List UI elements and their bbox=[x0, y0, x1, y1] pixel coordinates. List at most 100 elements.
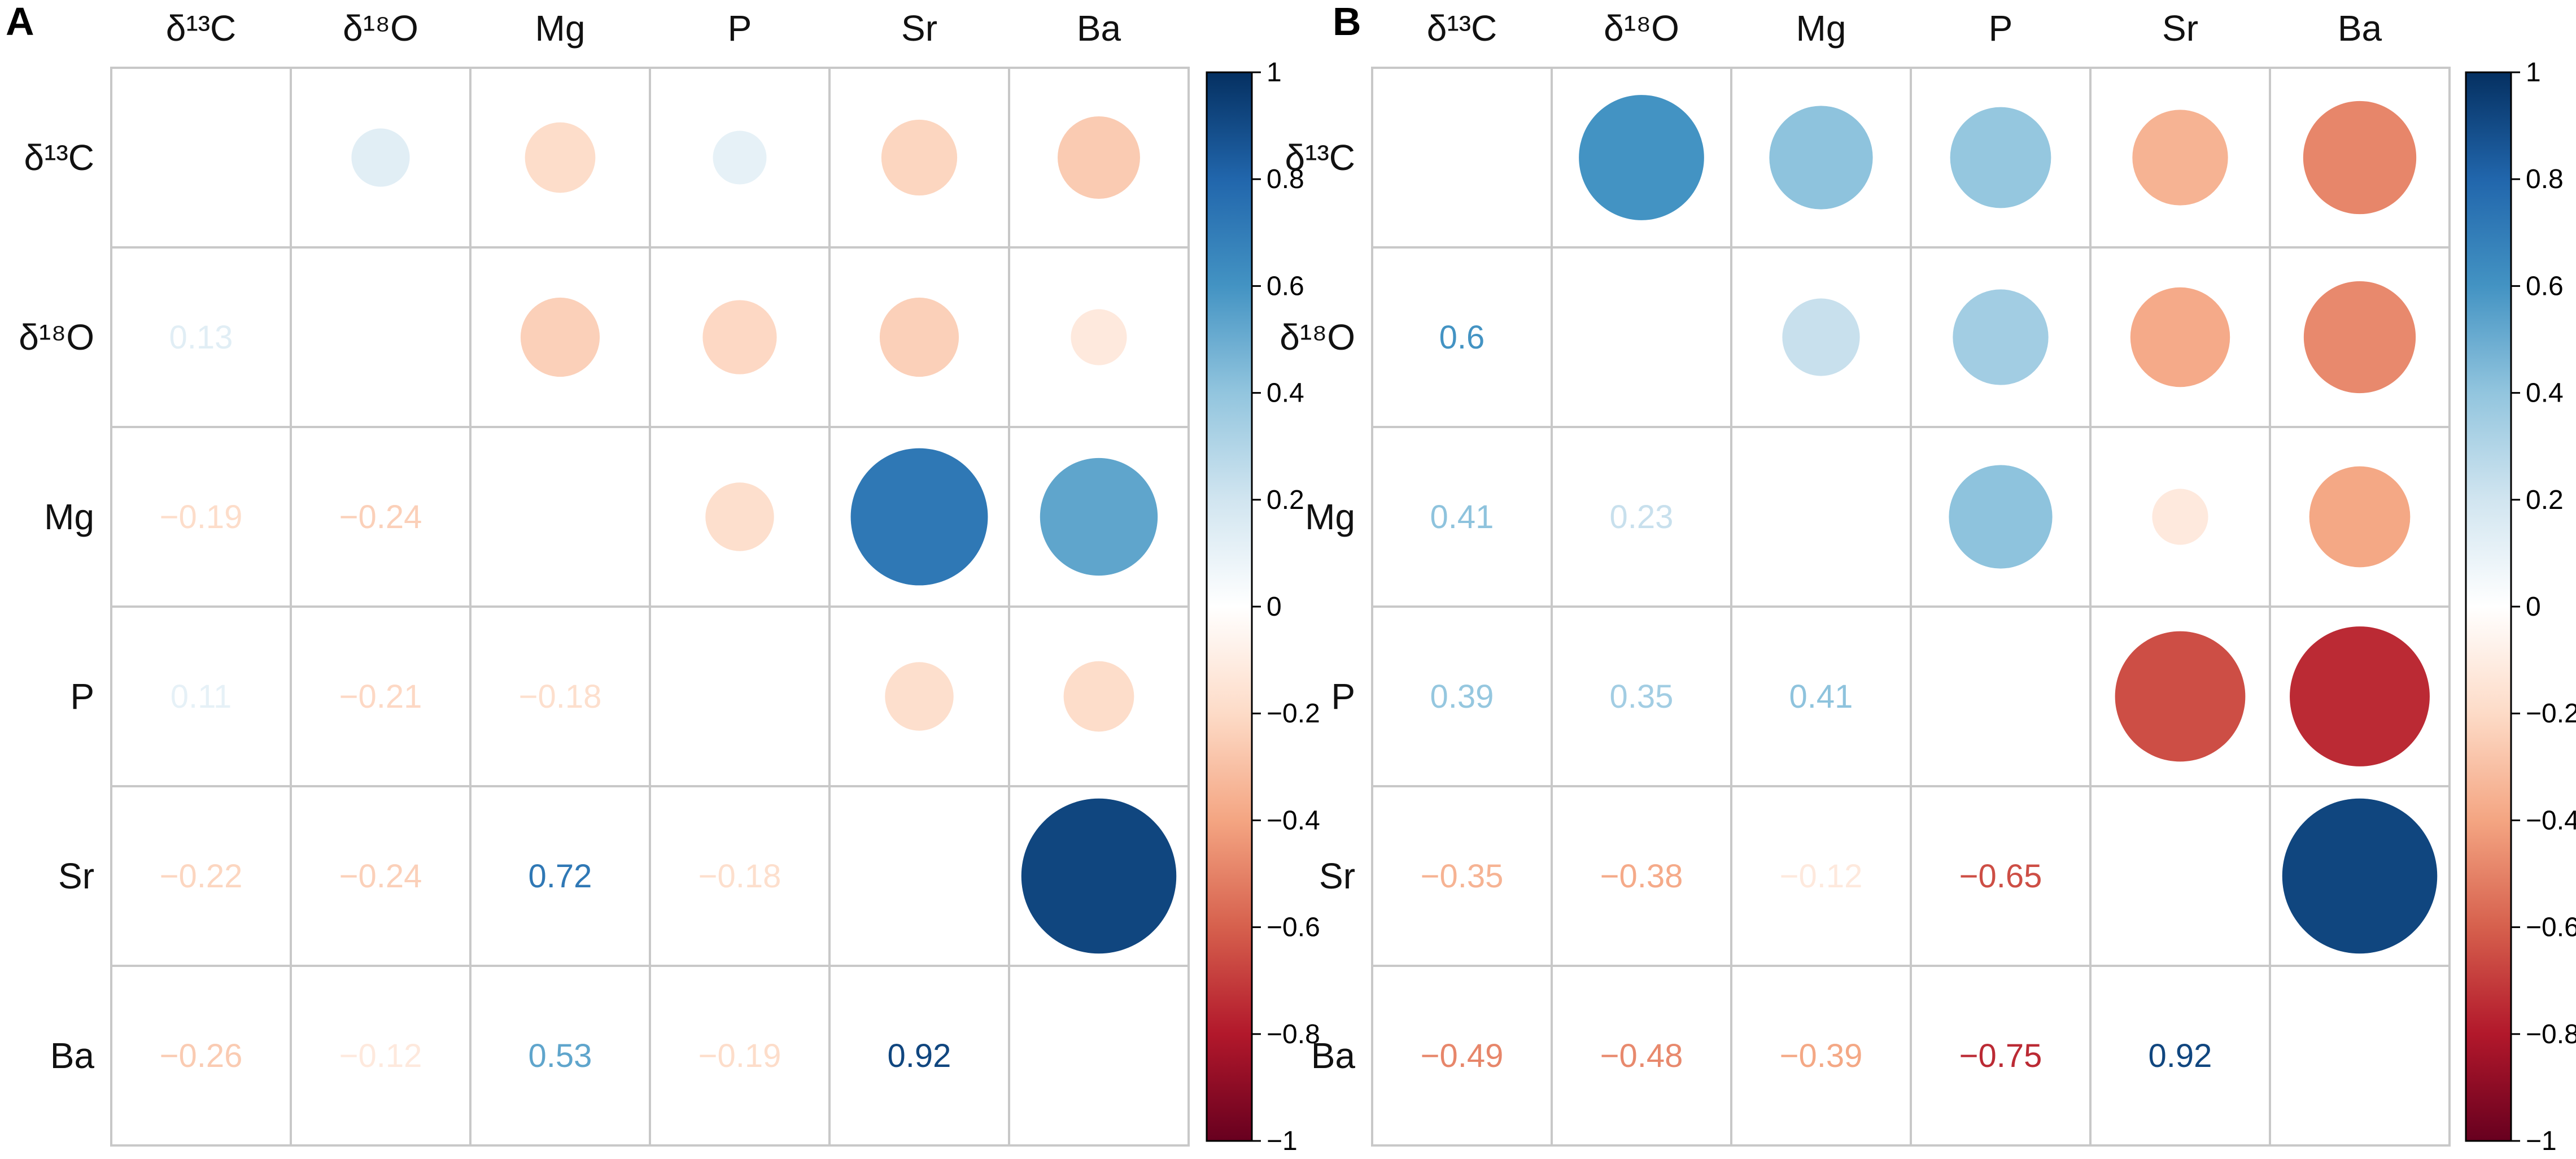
correlation-value: 0.53 bbox=[529, 1038, 592, 1074]
correlation-circle bbox=[2303, 281, 2416, 394]
correlation-circle bbox=[713, 130, 767, 185]
correlation-value: −0.18 bbox=[519, 678, 602, 715]
correlation-value: 0.11 bbox=[171, 678, 232, 715]
row-label: Mg bbox=[44, 496, 94, 537]
correlation-circle bbox=[1058, 116, 1140, 199]
column-label: Mg bbox=[535, 8, 586, 49]
correlation-value: −0.12 bbox=[339, 1038, 422, 1074]
correlation-circle bbox=[2130, 287, 2230, 387]
row-label: P bbox=[1331, 676, 1355, 717]
column-label: δ¹⁸O bbox=[343, 8, 418, 49]
panel-label: A bbox=[6, 0, 34, 43]
grid-cell bbox=[2269, 965, 2451, 1147]
correlation-value: −0.49 bbox=[1421, 1038, 1504, 1074]
correlation-circle bbox=[2282, 798, 2438, 954]
row-label: δ¹³C bbox=[1285, 137, 1355, 178]
correlation-circle bbox=[1071, 309, 1127, 365]
correlation-circle bbox=[1950, 107, 2051, 208]
column-label: δ¹⁸O bbox=[1604, 8, 1679, 49]
correlation-value: −0.65 bbox=[1959, 858, 2042, 895]
colorbar-tick-label: −0.8 bbox=[2526, 1019, 2576, 1049]
correlation-value: 0.41 bbox=[1789, 678, 1853, 715]
grid-cell bbox=[110, 67, 292, 249]
column-label: δ¹³C bbox=[1427, 8, 1497, 49]
colorbar-tick-label: 0.4 bbox=[1267, 378, 1304, 408]
correlation-value: −0.48 bbox=[1600, 1038, 1683, 1074]
correlation-circle bbox=[850, 448, 988, 586]
correlation-value: −0.35 bbox=[1421, 858, 1504, 895]
correlation-value: −0.18 bbox=[698, 858, 781, 895]
colorbar-tick-label: −0.2 bbox=[1267, 699, 1320, 729]
correlation-circle bbox=[1769, 106, 1873, 210]
correlation-circle bbox=[525, 122, 596, 193]
correlation-value: −0.19 bbox=[160, 499, 243, 535]
correlation-circle bbox=[1063, 661, 1134, 732]
correlation-value: −0.24 bbox=[339, 499, 422, 535]
correlation-circle bbox=[2303, 101, 2417, 215]
correlation-value: 0.72 bbox=[529, 858, 592, 895]
colorbar-tick-label: −1 bbox=[2526, 1126, 2557, 1156]
correlation-value: 0.41 bbox=[1430, 499, 1494, 535]
column-label: Ba bbox=[2338, 8, 2382, 49]
colorbar-tick-label: 0.2 bbox=[2526, 485, 2564, 515]
colorbar-tick-label: 0.2 bbox=[1267, 485, 1304, 515]
grid-cell bbox=[1008, 965, 1190, 1147]
row-label: Mg bbox=[1305, 496, 1355, 537]
row-label: P bbox=[70, 676, 94, 717]
colorbar-tick-label: −0.4 bbox=[2526, 805, 2576, 835]
row-label: δ¹³C bbox=[24, 137, 94, 178]
correlation-panel-a: A 0.13 −0.19 −0.24 0.11 −0.2 1 −0.18 −0.22 −0.24 0… bbox=[6, 0, 1320, 1156]
colorbar-tick-label: 0.8 bbox=[2526, 164, 2564, 194]
correlation-value: −0.22 bbox=[160, 858, 243, 895]
row-label: Sr bbox=[58, 856, 94, 896]
colorbar-tick-label: −1 bbox=[1267, 1126, 1298, 1156]
colorbar-tick-label: 0.4 bbox=[2526, 378, 2564, 408]
colorbar-tick-label: 0.8 bbox=[1267, 164, 1304, 194]
correlation-value: −0.75 bbox=[1959, 1038, 2042, 1074]
correlation-value: −0.24 bbox=[339, 858, 422, 895]
correlation-value: −0.19 bbox=[698, 1038, 781, 1074]
correlation-circle bbox=[705, 482, 774, 551]
grid-cell bbox=[1910, 605, 2092, 787]
grid-cell bbox=[1371, 67, 1553, 249]
correlation-value: 0.92 bbox=[2149, 1038, 2212, 1074]
correlation-circle bbox=[1782, 298, 1860, 376]
colorbar-tick-label: 1 bbox=[2526, 58, 2541, 88]
row-label: Sr bbox=[1319, 856, 1355, 896]
correlation-value: −0.38 bbox=[1600, 858, 1683, 895]
column-label: Ba bbox=[1077, 8, 1121, 49]
grid-cell bbox=[828, 785, 1010, 967]
colorbar-tick-label: 1 bbox=[1267, 58, 1282, 88]
correlation-value: 0.23 bbox=[1610, 499, 1674, 535]
column-label: P bbox=[728, 8, 752, 49]
correlation-circle bbox=[1949, 465, 2053, 569]
correlation-value: 0.13 bbox=[169, 319, 233, 356]
correlation-value: 0.39 bbox=[1430, 678, 1494, 715]
grid-cell bbox=[469, 426, 651, 608]
correlation-circle bbox=[885, 662, 954, 731]
correlation-circle bbox=[881, 119, 958, 196]
colorbar-tick-label: −0.2 bbox=[2526, 699, 2576, 729]
correlation-circle bbox=[879, 297, 959, 377]
colorbar bbox=[1206, 71, 1253, 1142]
grid-cell bbox=[1551, 246, 1732, 428]
row-label: δ¹⁸O bbox=[1280, 317, 1355, 358]
correlation-value: −0.26 bbox=[160, 1038, 243, 1074]
column-label: Mg bbox=[1796, 8, 1846, 49]
column-label: Sr bbox=[901, 8, 937, 49]
correlation-circle bbox=[1021, 798, 1177, 954]
colorbar-tick-label: −0.4 bbox=[1267, 805, 1320, 835]
correlation-value: −0.12 bbox=[1780, 858, 1863, 895]
column-label: δ¹³C bbox=[166, 8, 236, 49]
row-label: Ba bbox=[50, 1035, 95, 1076]
panel-label: B bbox=[1333, 0, 1361, 43]
colorbar-tick-label: 0.6 bbox=[2526, 271, 2564, 301]
column-label: Sr bbox=[2162, 8, 2198, 49]
correlation-circle bbox=[1953, 289, 2049, 385]
correlation-circle bbox=[351, 128, 410, 187]
correlation-value: −0.39 bbox=[1780, 1038, 1863, 1074]
correlation-circle bbox=[1040, 457, 1158, 576]
correlation-value: 0.6 bbox=[1439, 319, 1485, 356]
correlation-value: 0.92 bbox=[888, 1038, 951, 1074]
